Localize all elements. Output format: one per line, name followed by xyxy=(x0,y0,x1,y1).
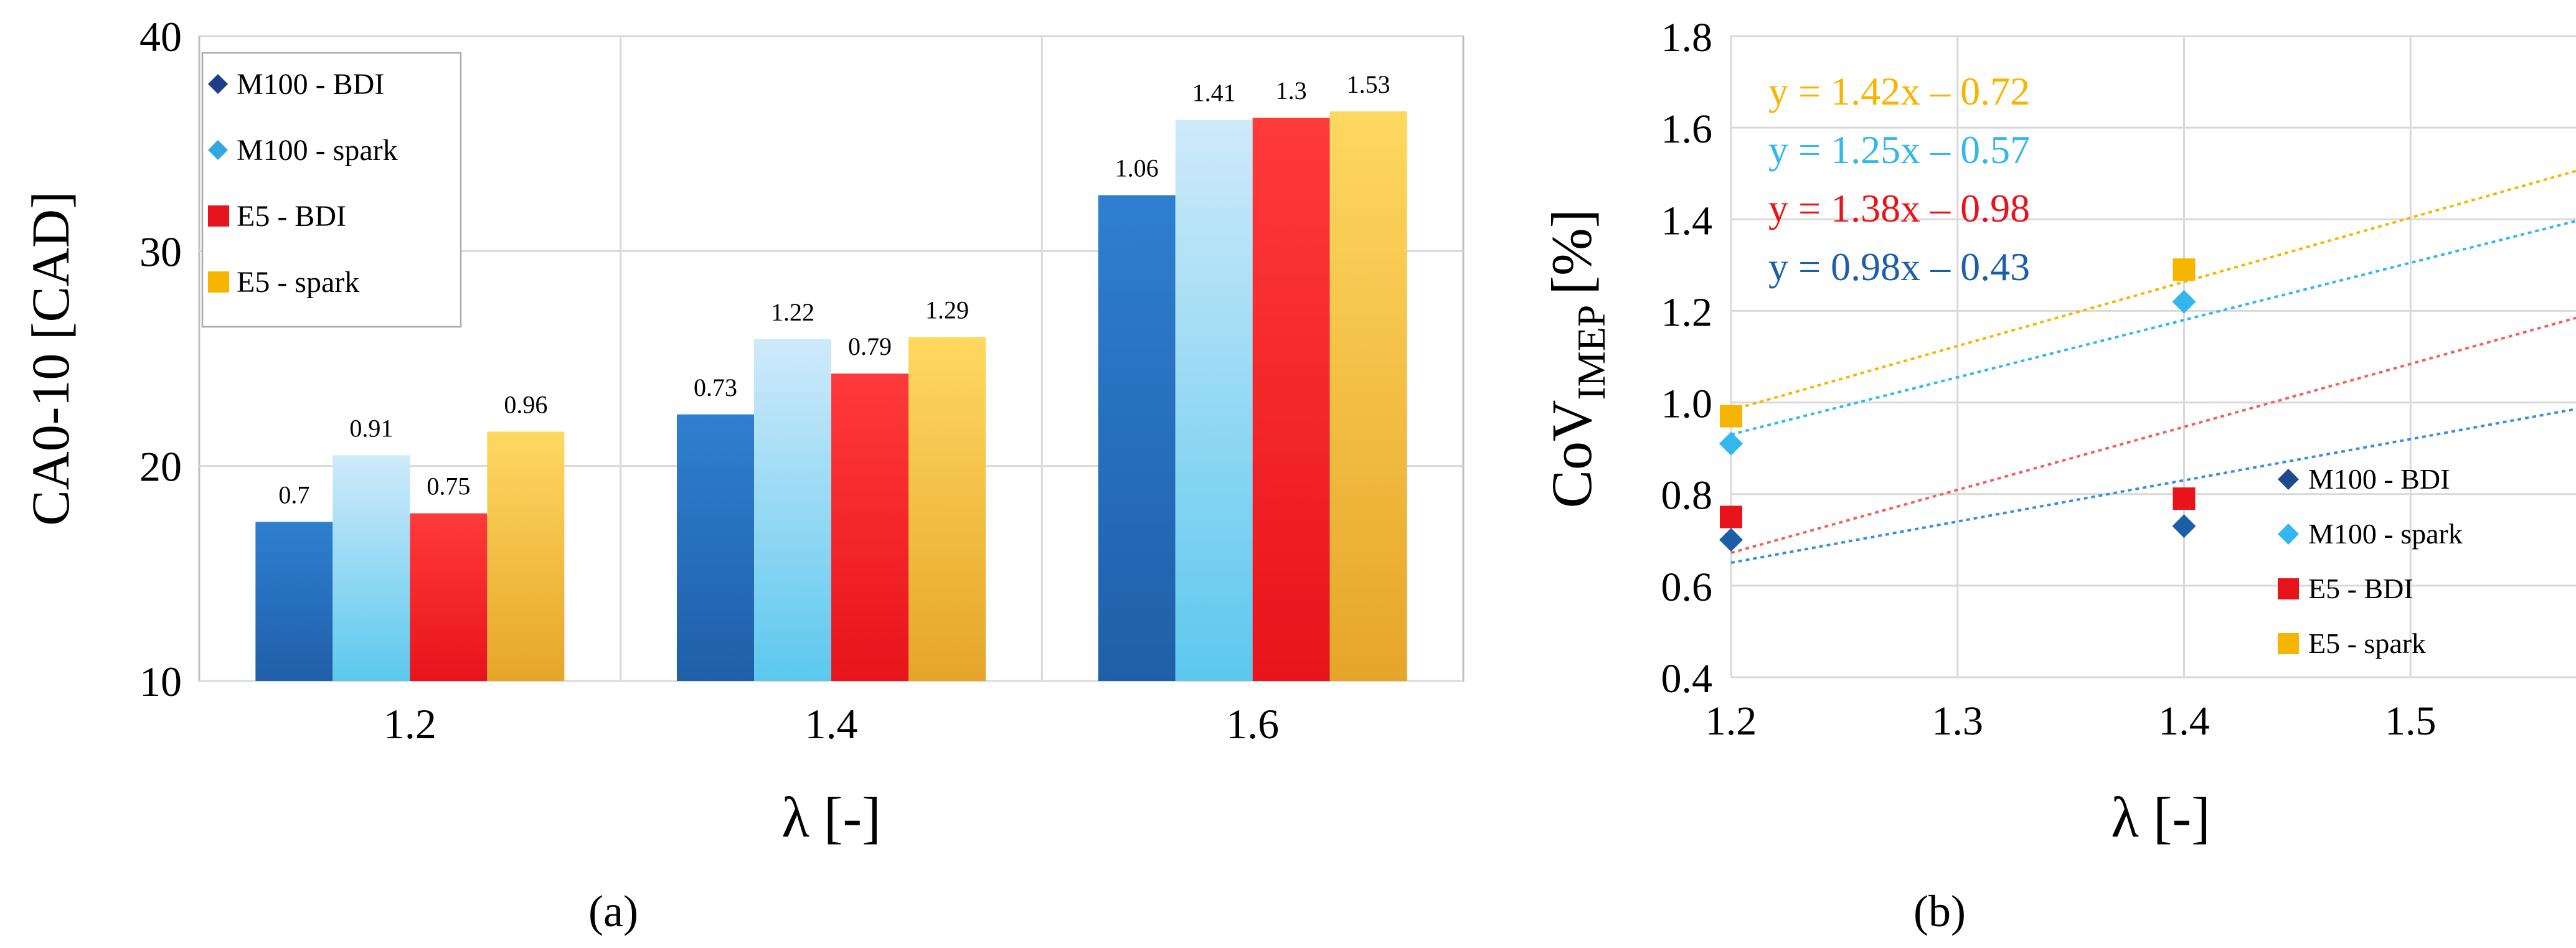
x-tick-label: 1.6 xyxy=(1226,700,1279,748)
bar-data-label: 0.79 xyxy=(848,332,892,360)
bar xyxy=(487,431,565,681)
legend-label: M100 - BDI xyxy=(237,68,384,101)
y-ticks-a: 10 20 30 40 xyxy=(139,13,182,705)
legend-marker-diamond xyxy=(208,74,228,94)
legend-marker-square xyxy=(208,271,229,293)
legend-marker-square xyxy=(208,205,229,227)
data-point-diamond xyxy=(2172,289,2196,314)
trend-equation: y = 1.42x – 0.72 xyxy=(1768,69,2030,113)
bar xyxy=(1175,120,1253,681)
bar xyxy=(831,373,908,681)
y-axis-label-b: CoVIMEP [%] xyxy=(1540,209,1613,509)
bar-data-label: 0.73 xyxy=(694,373,737,401)
plot-area-b xyxy=(1731,36,2576,677)
bar xyxy=(1098,195,1176,682)
legend-label: M100 - spark xyxy=(237,134,398,167)
x-tick-label: 1.4 xyxy=(805,700,858,748)
bar xyxy=(677,414,754,681)
data-point-square xyxy=(1720,405,1742,428)
y-axis-label-b-main: CoV xyxy=(1540,400,1603,509)
bar xyxy=(333,455,410,681)
y-tick-label: 1.2 xyxy=(1661,289,1713,335)
data-point-diamond xyxy=(1719,528,1743,552)
y-tick-label: 30 xyxy=(139,228,182,275)
y-tick-label: 1.4 xyxy=(1661,198,1713,243)
y-tick-label: 1.6 xyxy=(1661,106,1713,152)
trendline xyxy=(1730,219,2576,436)
trendline xyxy=(1730,169,2576,411)
bar-data-label: 1.22 xyxy=(771,298,814,326)
x-axis-label-a: λ [-] xyxy=(781,786,881,849)
y-tick-label: 0.4 xyxy=(1661,656,1713,702)
bar-data-label: 0.91 xyxy=(349,414,393,442)
y-tick-label: 20 xyxy=(139,443,182,490)
legend-marker-square xyxy=(2278,633,2299,654)
x-ticks-a: 1.2 1.4 1.6 xyxy=(384,700,1279,748)
trendlines-b xyxy=(1730,169,2576,565)
bar-data-label: 1.41 xyxy=(1192,79,1236,107)
bar-data-label: 1.3 xyxy=(1276,77,1307,105)
legend-marker-square xyxy=(2278,578,2299,599)
legend-label: E5 - spark xyxy=(237,266,359,299)
x-tick-label: 1.5 xyxy=(2385,698,2437,744)
legend-label: E5 - BDI xyxy=(237,200,346,233)
x-tick-label: 1.4 xyxy=(2158,698,2210,744)
trend-equation: y = 0.98x – 0.43 xyxy=(1768,245,2030,289)
data-point-square xyxy=(2173,258,2196,281)
trend-equation: y = 1.38x – 0.98 xyxy=(1768,186,2030,230)
bar xyxy=(754,339,831,681)
y-ticks-b: 0.4 0.6 0.8 1.0 1.2 1.4 1.6 1.8 xyxy=(1661,15,1713,702)
data-point-diamond xyxy=(1719,431,1743,456)
data-point-square xyxy=(1720,505,1742,528)
bar-data-label: 1.06 xyxy=(1115,154,1159,182)
bars-a: 0.7 0.91 0.75 0.96 0.73 1.22 0.79 1.29 1.06 1.41 1… xyxy=(255,70,1407,682)
panel-b-label: (b) xyxy=(1913,886,1966,936)
x-tick-label: 1.3 xyxy=(1932,698,1984,744)
legend-marker-diamond xyxy=(2278,523,2299,545)
bar xyxy=(908,337,986,681)
y-tick-label: 10 xyxy=(139,658,182,705)
legend-b: M100 - BDI M100 - spark E5 - BDI E5 - spark xyxy=(2278,463,2463,659)
bar xyxy=(410,513,488,681)
y-tick-label: 0.8 xyxy=(1661,473,1713,519)
y-axis-label-a: CA0-10 [CAD] xyxy=(21,191,80,525)
data-point-square xyxy=(2173,487,2196,510)
y-axis-label-b-unit: [%] xyxy=(1540,209,1603,295)
y-tick-label: 40 xyxy=(139,13,182,60)
legend-a: M100 - BDI M100 - spark E5 - BDI E5 - spark xyxy=(201,52,462,328)
y-tick-label: 1.8 xyxy=(1661,15,1713,60)
points-b xyxy=(1719,258,2196,552)
bar-data-label: 0.75 xyxy=(427,472,470,500)
x-tick-label: 1.2 xyxy=(1706,698,1757,744)
panel-b-scatter-chart: 0.4 0.6 0.8 1.0 1.2 1.4 1.6 1.8 1.2 1.3 1.4 1.5 1.6… xyxy=(1540,15,2576,849)
bar xyxy=(1252,118,1330,681)
x-tick-label: 1.2 xyxy=(384,700,436,748)
bar-data-label: 1.29 xyxy=(925,296,969,324)
legend-label: E5 - BDI xyxy=(2308,573,2413,604)
bar-data-label: 0.7 xyxy=(278,481,309,509)
legend-box-a xyxy=(201,52,462,328)
bar xyxy=(1329,111,1407,681)
panel-a-label: (a) xyxy=(588,886,638,936)
panel-a-bar-chart: 0.7 0.91 0.75 0.96 0.73 1.22 0.79 1.29 1.06 1.41 1… xyxy=(21,13,1465,849)
y-axis-label-b-sub: IMEP xyxy=(1569,305,1613,400)
legend-marker-diamond xyxy=(2278,469,2299,490)
trend-equation: y = 1.25x – 0.57 xyxy=(1768,128,2030,172)
bar-data-label: 1.53 xyxy=(1347,70,1390,98)
legend-label: M100 - BDI xyxy=(2308,463,2450,495)
legend-marker-diamond xyxy=(208,140,228,160)
y-tick-label: 0.6 xyxy=(1661,565,1713,610)
legend-label: E5 - spark xyxy=(2308,627,2426,659)
y-tick-label: 1.0 xyxy=(1661,382,1713,427)
data-point-diamond xyxy=(2172,514,2196,538)
bar xyxy=(255,522,333,681)
x-ticks-b: 1.21.31.41.51.6 xyxy=(1706,698,2437,744)
x-axis-label-b: λ [-] xyxy=(2111,786,2210,849)
trend-equations-b: y = 1.42x – 0.72 y = 1.25x – 0.57 y = 1.38… xyxy=(1768,69,2030,289)
bar-data-label: 0.96 xyxy=(504,390,547,418)
legend-label: M100 - spark xyxy=(2308,518,2463,550)
